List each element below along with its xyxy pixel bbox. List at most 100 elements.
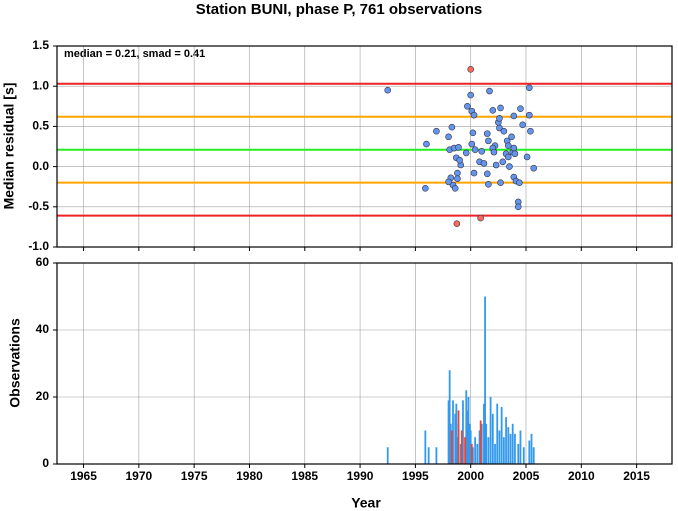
bar bbox=[435, 447, 438, 464]
bar bbox=[528, 440, 531, 464]
y-tick-label: -0.5 bbox=[28, 199, 49, 213]
y-tick-label: 60 bbox=[36, 255, 50, 269]
y-tick-label: 0.0 bbox=[32, 159, 49, 173]
point bbox=[469, 129, 477, 137]
bar bbox=[460, 430, 463, 464]
bar bbox=[519, 430, 522, 464]
point bbox=[500, 127, 508, 135]
point bbox=[470, 111, 478, 119]
plot-frame bbox=[56, 45, 673, 248]
point bbox=[489, 107, 497, 114]
point bbox=[499, 158, 507, 166]
point bbox=[496, 115, 503, 122]
bar bbox=[457, 410, 460, 464]
bar bbox=[456, 437, 459, 464]
point bbox=[517, 105, 524, 113]
bar bbox=[465, 390, 468, 464]
chart-title: Station BUNI, phase P, 761 observations bbox=[196, 1, 482, 18]
point bbox=[485, 137, 492, 145]
bar bbox=[450, 430, 453, 464]
x-tick-label: 2015 bbox=[623, 469, 650, 483]
y-axis-label: Median residual [s] bbox=[1, 83, 17, 210]
point bbox=[483, 130, 491, 137]
point bbox=[523, 153, 531, 161]
point bbox=[456, 156, 463, 164]
point bbox=[527, 127, 534, 135]
plot-frame bbox=[56, 262, 673, 465]
y-tick-label: 1.0 bbox=[32, 78, 49, 92]
bar bbox=[517, 443, 520, 464]
point bbox=[508, 133, 515, 141]
y-axis-label: Observations bbox=[7, 318, 23, 408]
y-tick-label: 40 bbox=[36, 322, 50, 336]
x-tick-label: 1985 bbox=[291, 469, 318, 483]
bar bbox=[470, 443, 473, 464]
y-tick-label: 0.5 bbox=[32, 119, 49, 133]
bar bbox=[471, 447, 474, 464]
point bbox=[468, 140, 476, 148]
x-tick-label: 1990 bbox=[347, 469, 374, 483]
x-tick-label: 1995 bbox=[402, 469, 429, 483]
bar bbox=[424, 430, 427, 464]
point bbox=[483, 170, 491, 178]
point bbox=[471, 146, 479, 154]
point bbox=[510, 144, 518, 152]
x-tick-label: 1970 bbox=[126, 469, 153, 483]
x-tick-label: 1965 bbox=[70, 469, 97, 483]
point bbox=[485, 180, 492, 188]
bar bbox=[464, 437, 467, 464]
point bbox=[470, 169, 478, 177]
point bbox=[530, 164, 538, 172]
bar bbox=[386, 447, 389, 464]
point bbox=[506, 163, 513, 170]
point bbox=[492, 161, 500, 169]
x-tick-label: 2005 bbox=[513, 469, 540, 483]
y-tick-label: 0 bbox=[42, 456, 49, 470]
bar bbox=[505, 417, 507, 464]
point bbox=[384, 86, 392, 94]
y-tick-label: 1.5 bbox=[32, 38, 49, 52]
bar bbox=[498, 430, 501, 464]
bar bbox=[522, 447, 525, 464]
point bbox=[453, 220, 461, 227]
bar bbox=[449, 423, 452, 464]
point bbox=[445, 133, 452, 141]
point bbox=[516, 179, 523, 186]
bar bbox=[447, 400, 450, 464]
x-tick-label: 1980 bbox=[236, 469, 263, 483]
bar bbox=[466, 410, 469, 464]
x-tick-label: 2000 bbox=[457, 469, 484, 483]
annotation: median = 0.21, smad = 0.41 bbox=[64, 48, 205, 60]
bar bbox=[507, 427, 510, 464]
bar bbox=[509, 433, 512, 464]
bar bbox=[462, 400, 464, 464]
bar bbox=[502, 437, 505, 464]
bar bbox=[479, 420, 482, 464]
bar bbox=[489, 397, 492, 464]
point bbox=[526, 84, 533, 92]
bar bbox=[487, 437, 490, 464]
y-tick-label: 20 bbox=[36, 389, 50, 403]
point bbox=[510, 112, 518, 120]
bar bbox=[480, 423, 483, 464]
point bbox=[519, 121, 526, 129]
point bbox=[423, 140, 430, 148]
point bbox=[422, 185, 429, 192]
point bbox=[497, 104, 504, 112]
point bbox=[464, 103, 471, 110]
point bbox=[486, 87, 493, 95]
bar bbox=[474, 437, 477, 464]
bar bbox=[491, 413, 494, 464]
x-axis-label: Year bbox=[351, 495, 381, 511]
point bbox=[433, 127, 440, 135]
point bbox=[448, 123, 456, 131]
bar bbox=[454, 413, 457, 464]
bar bbox=[483, 403, 485, 464]
point bbox=[477, 214, 484, 222]
point bbox=[454, 169, 461, 177]
bar bbox=[448, 370, 451, 464]
point bbox=[504, 142, 512, 149]
bar bbox=[452, 400, 454, 464]
y-tick-label: -1.0 bbox=[28, 239, 49, 253]
